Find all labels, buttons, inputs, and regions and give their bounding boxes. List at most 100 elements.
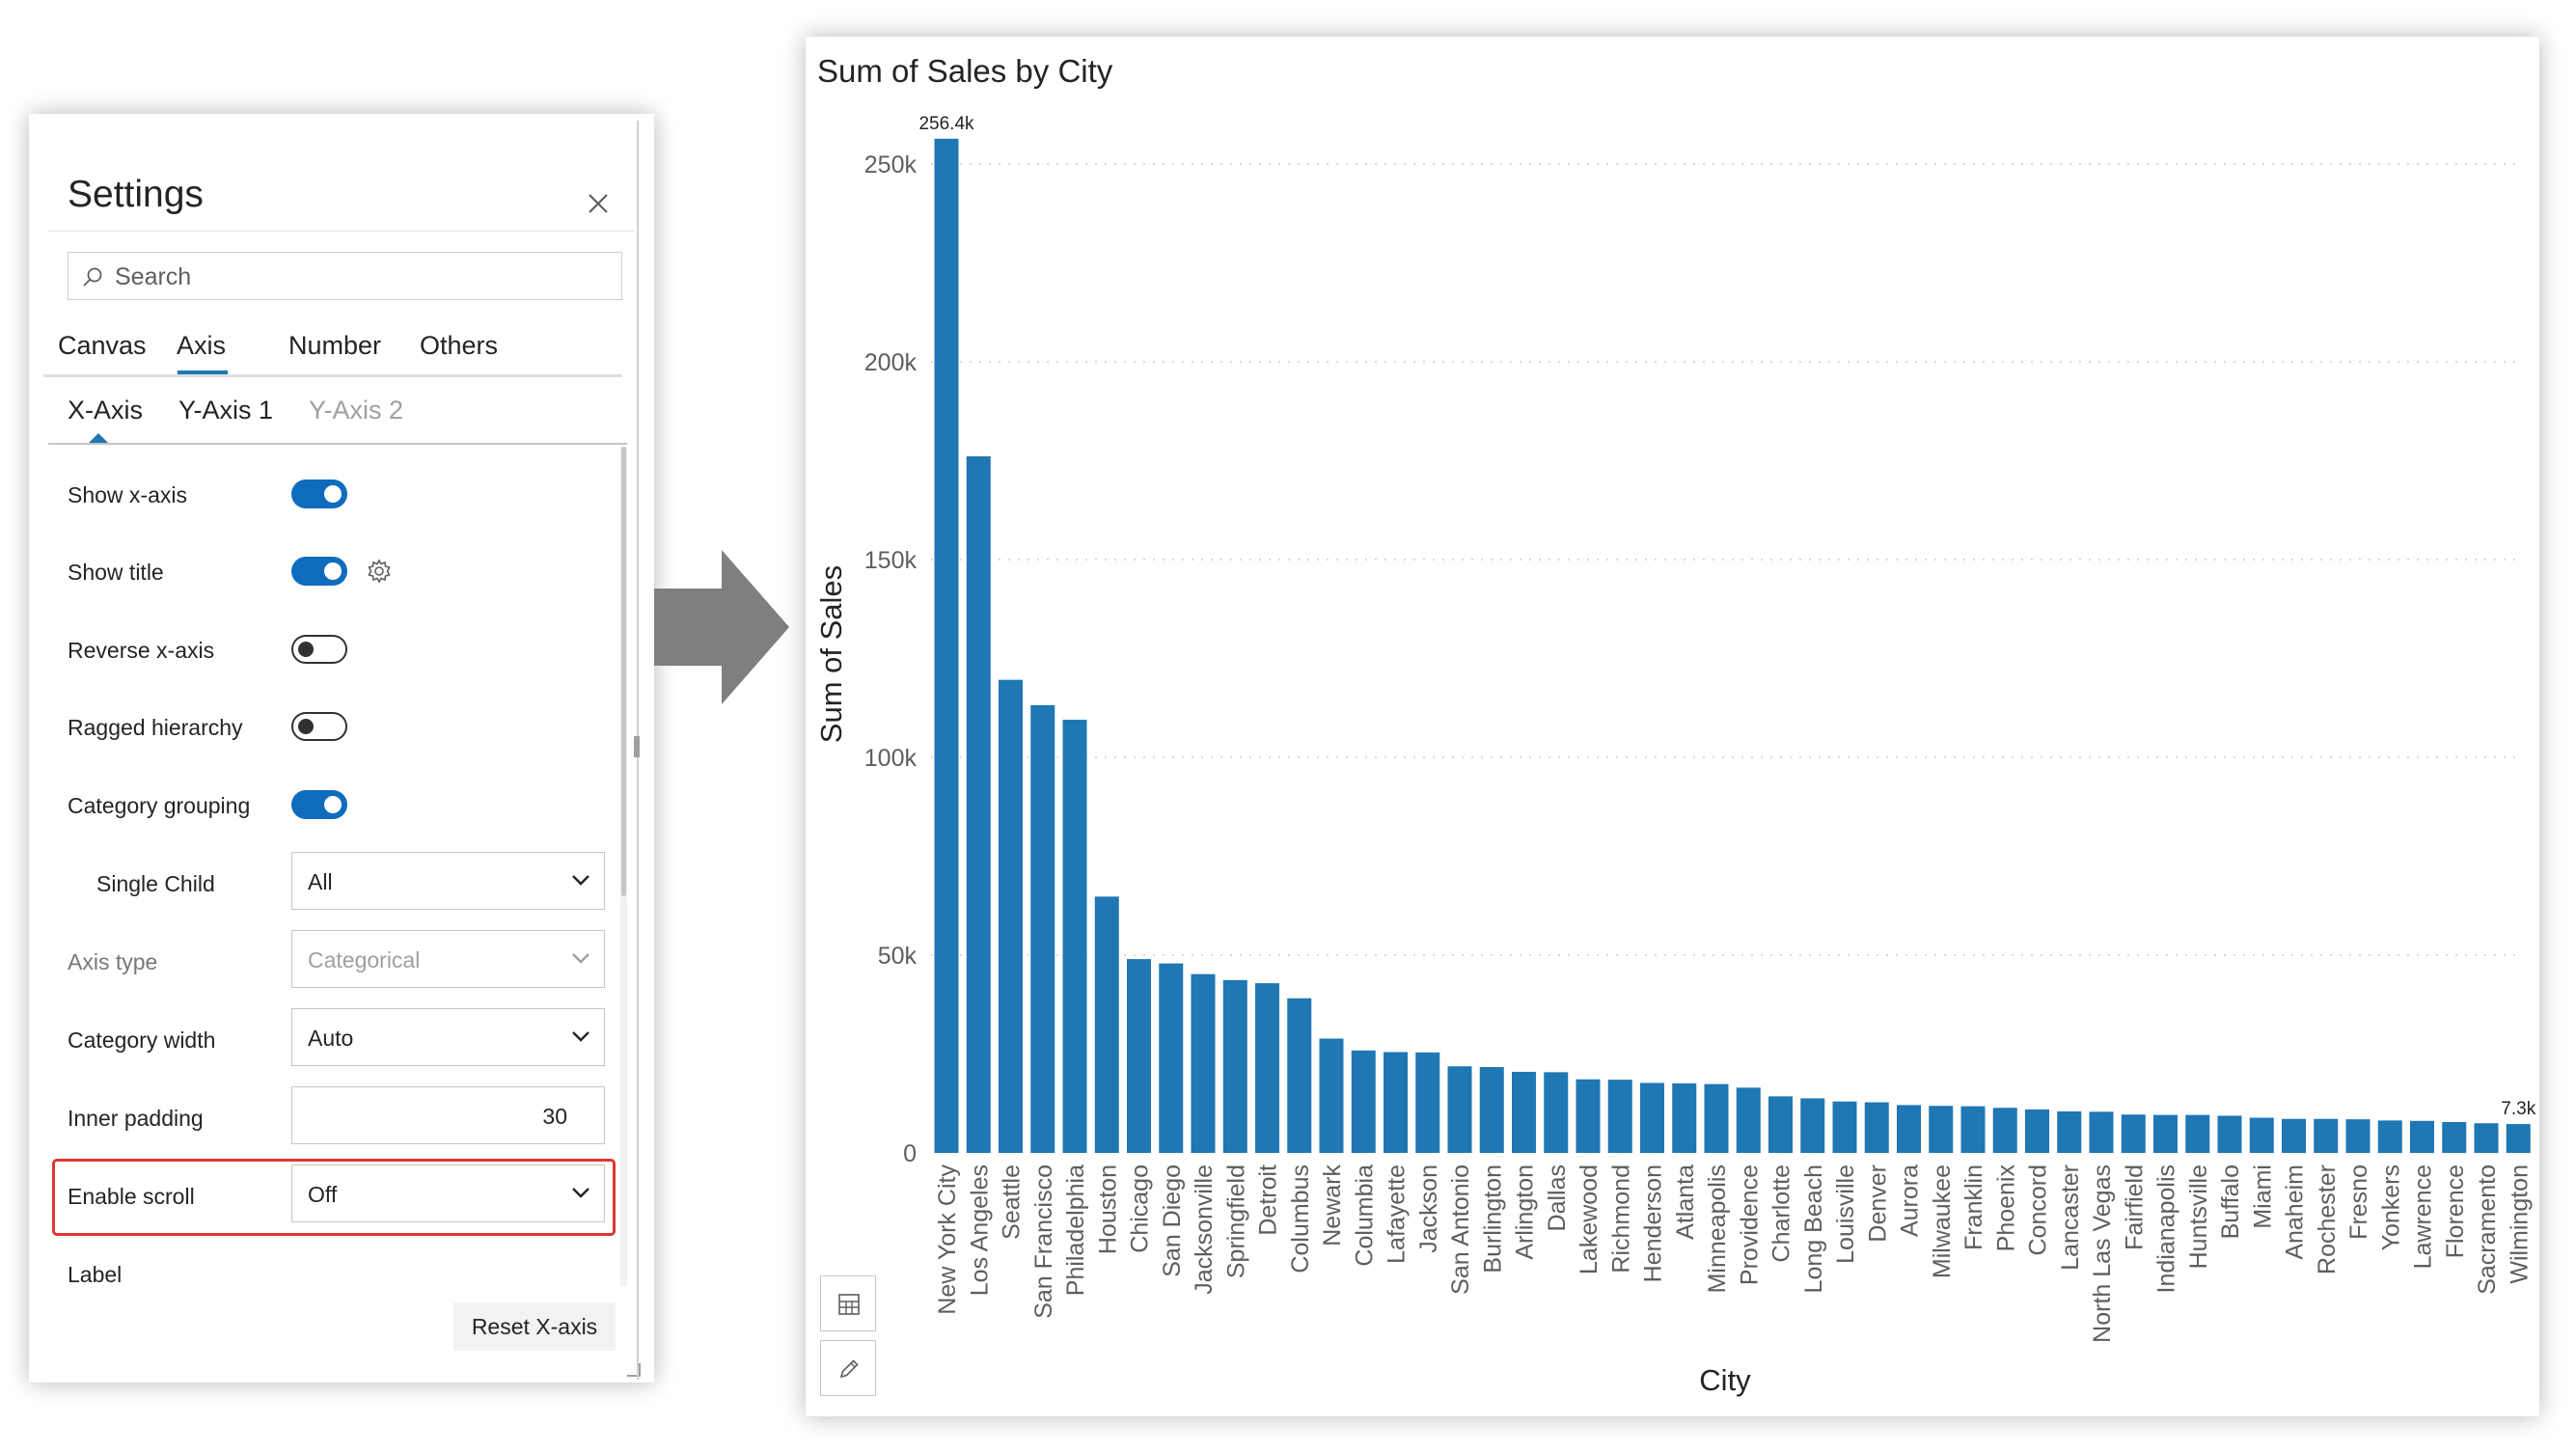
bar[interactable]: [2121, 1114, 2146, 1153]
bar[interactable]: [1897, 1105, 1921, 1153]
bar[interactable]: [966, 455, 991, 1153]
x-tick-label: Detroit: [1255, 1164, 1282, 1236]
bar[interactable]: [1704, 1083, 1729, 1153]
tab-axis[interactable]: Axis: [177, 331, 227, 360]
bar[interactable]: [2153, 1114, 2178, 1153]
chevron-down-icon: [572, 1188, 589, 1198]
x-tick-label: Franklin: [1960, 1164, 1987, 1250]
search-input[interactable]: [113, 253, 599, 301]
gear-icon[interactable]: [366, 558, 393, 585]
bar[interactable]: [2217, 1115, 2242, 1153]
x-tick-label: Arlington: [1512, 1164, 1539, 1260]
show-title-label: Show title: [68, 560, 164, 585]
bar[interactable]: [1287, 998, 1312, 1153]
tab-others[interactable]: Others: [420, 331, 499, 360]
bar[interactable]: [1800, 1098, 1825, 1153]
x-tick-label: Springfield: [1222, 1164, 1249, 1278]
x-tick-label: Philadelphia: [1062, 1164, 1089, 1296]
bar[interactable]: [1415, 1052, 1440, 1153]
enable-scroll-dropdown[interactable]: Off: [291, 1164, 605, 1222]
bar[interactable]: [2185, 1114, 2210, 1153]
bar[interactable]: [1929, 1106, 1954, 1153]
category-width-label: Category width: [68, 1027, 216, 1053]
edit-button[interactable]: [820, 1340, 876, 1396]
bar[interactable]: [1127, 959, 1151, 1153]
bar[interactable]: [1384, 1052, 1408, 1153]
bar[interactable]: [1351, 1050, 1376, 1153]
ragged-hierarchy-toggle[interactable]: [291, 712, 347, 741]
reverse-x-axis-toggle[interactable]: [291, 635, 347, 664]
properties-pane: [48, 443, 627, 1284]
bar[interactable]: [2025, 1109, 2049, 1153]
table-view-button[interactable]: [820, 1275, 876, 1331]
bar[interactable]: [1544, 1072, 1569, 1153]
search-box[interactable]: [68, 252, 622, 301]
bar[interactable]: [2474, 1123, 2499, 1153]
tab-number[interactable]: Number: [288, 331, 382, 360]
bar[interactable]: [934, 138, 959, 1153]
x-axis: New York City Los Angeles Seattle San Franc…: [934, 1164, 2533, 1343]
x-tick-label: Milwaukee: [1929, 1164, 1956, 1278]
bar[interactable]: [1512, 1071, 1536, 1153]
show-title-toggle[interactable]: [291, 557, 347, 586]
bar[interactable]: [2249, 1117, 2274, 1153]
x-tick-label: Long Beach: [1800, 1164, 1827, 1293]
single-child-dropdown[interactable]: All: [291, 852, 605, 910]
bar[interactable]: [2057, 1110, 2082, 1153]
bar[interactable]: [1960, 1106, 1986, 1153]
resize-grip[interactable]: [627, 1363, 641, 1377]
bar[interactable]: [1094, 896, 1119, 1153]
chevron-down-icon: [572, 875, 589, 886]
bar[interactable]: [2314, 1118, 2339, 1153]
x-tick-label: Yonkers: [2377, 1164, 2404, 1250]
axis-type-dropdown[interactable]: Categorical: [291, 930, 605, 988]
close-icon[interactable]: [584, 189, 613, 218]
bar[interactable]: [1576, 1079, 1601, 1153]
subtab-y-axis-2[interactable]: Y-Axis 2: [309, 396, 404, 425]
bar[interactable]: [1640, 1082, 1664, 1153]
bar[interactable]: [1832, 1101, 1857, 1153]
bar[interactable]: [2377, 1120, 2402, 1153]
x-tick-label: Richmond: [1607, 1164, 1634, 1274]
bar[interactable]: [999, 679, 1023, 1153]
x-tick-label: Los Angeles: [966, 1164, 993, 1296]
scrollbar-thumb[interactable]: [621, 447, 626, 896]
bar[interactable]: [2089, 1111, 2114, 1153]
bar[interactable]: [1768, 1096, 1793, 1153]
bar[interactable]: [1992, 1108, 2017, 1153]
bar[interactable]: [1191, 973, 1216, 1153]
bar[interactable]: [1030, 704, 1055, 1153]
category-grouping-toggle[interactable]: [291, 790, 347, 819]
tabs-divider: [43, 374, 622, 377]
subtab-x-axis[interactable]: X-Axis: [68, 396, 144, 425]
reset-x-axis-button[interactable]: Reset X-axis: [453, 1302, 616, 1351]
x-tick-label: Fresno: [2345, 1164, 2372, 1240]
bar[interactable]: [1319, 1038, 1344, 1153]
bar[interactable]: [1479, 1067, 1504, 1153]
x-tick-label: Providence: [1736, 1164, 1763, 1285]
show-x-axis-toggle[interactable]: [291, 479, 347, 508]
bar[interactable]: [2506, 1124, 2531, 1153]
bar[interactable]: [1447, 1066, 1472, 1153]
bar[interactable]: [2410, 1120, 2434, 1153]
search-icon: [83, 267, 102, 287]
bar[interactable]: [1159, 963, 1184, 1153]
bar[interactable]: [1607, 1080, 1632, 1153]
bar[interactable]: [1864, 1102, 1889, 1153]
tab-canvas[interactable]: Canvas: [58, 331, 147, 360]
bar[interactable]: [2345, 1119, 2370, 1153]
bar[interactable]: [1255, 983, 1279, 1153]
bar[interactable]: [2282, 1118, 2306, 1153]
main-tabs: Canvas Axis Number Others: [58, 331, 656, 370]
subtab-y-axis-1[interactable]: Y-Axis 1: [178, 396, 274, 425]
label-section-header[interactable]: Label: [68, 1262, 123, 1287]
bar[interactable]: [1736, 1087, 1761, 1153]
inner-padding-value: 30: [542, 1104, 567, 1129]
bar[interactable]: [1672, 1082, 1697, 1153]
bar[interactable]: [2442, 1122, 2467, 1153]
bar[interactable]: [1062, 720, 1087, 1153]
panel-splitter-handle[interactable]: [634, 736, 640, 757]
inner-padding-input[interactable]: 30: [291, 1086, 605, 1144]
category-width-dropdown[interactable]: Auto: [291, 1008, 605, 1066]
bar[interactable]: [1222, 979, 1247, 1153]
